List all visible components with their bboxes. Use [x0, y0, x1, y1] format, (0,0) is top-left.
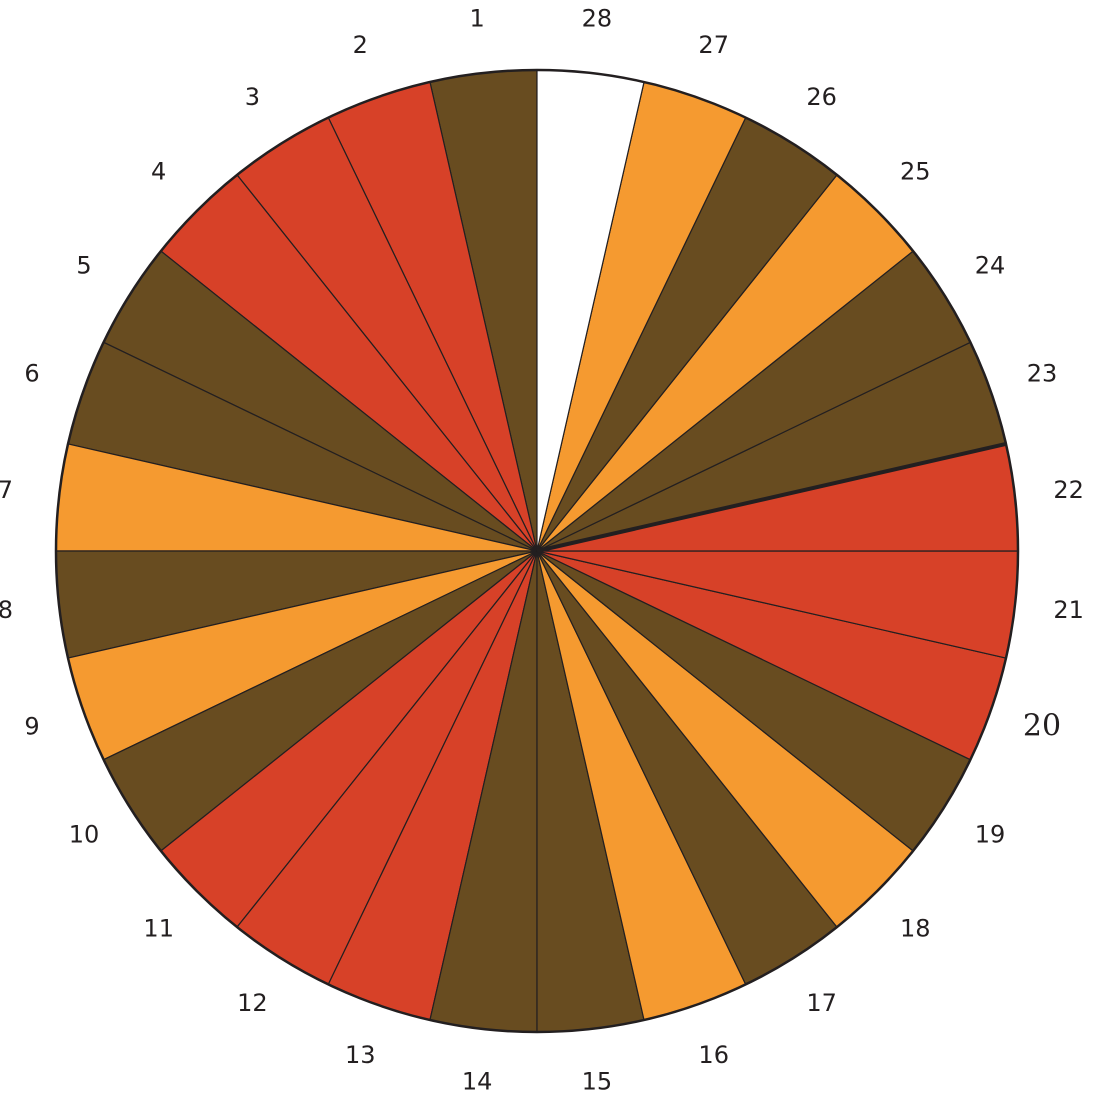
segment-label-20: 20 — [1023, 709, 1061, 744]
segment-label-5: 5 — [76, 251, 91, 279]
segment-label-19: 19 — [975, 821, 1006, 849]
segment-label-18: 18 — [900, 914, 931, 942]
segment-label-10: 10 — [69, 821, 100, 849]
segment-label-17: 17 — [806, 989, 837, 1017]
segment-label-1: 1 — [469, 4, 484, 32]
segment-label-22: 22 — [1053, 476, 1084, 504]
segment-label-21: 21 — [1053, 596, 1084, 624]
segment-label-16: 16 — [698, 1041, 729, 1069]
segment-label-27: 27 — [698, 31, 729, 59]
segment-label-26: 26 — [806, 83, 837, 111]
segment-label-14: 14 — [462, 1068, 493, 1094]
segment-label-2: 2 — [353, 31, 368, 59]
segment-label-7: 7 — [0, 476, 13, 504]
segment-label-12: 12 — [237, 989, 268, 1017]
segment-label-24: 24 — [975, 251, 1006, 279]
segment-label-6: 6 — [24, 359, 39, 387]
segment-label-23: 23 — [1027, 359, 1058, 387]
segment-label-15: 15 — [582, 1068, 613, 1094]
wheel-segments — [55, 69, 1019, 1033]
highlighted-divider — [536, 442, 1007, 553]
wheel-rim — [54, 68, 1020, 1034]
segment-label-3: 3 — [245, 83, 260, 111]
segment-label-25: 25 — [900, 158, 931, 186]
segment-label-28: 28 — [582, 4, 613, 32]
segment-label-4: 4 — [151, 158, 166, 186]
segment-label-13: 13 — [345, 1041, 376, 1069]
segment-label-9: 9 — [24, 713, 39, 741]
segment-label-11: 11 — [143, 914, 174, 942]
segment-label-8: 8 — [0, 596, 13, 624]
